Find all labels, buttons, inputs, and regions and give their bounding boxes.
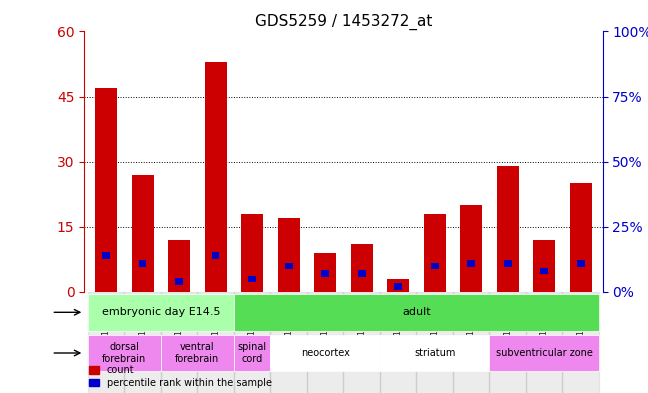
FancyBboxPatch shape <box>270 335 380 371</box>
Bar <box>467 260 475 266</box>
Text: subventricular zone: subventricular zone <box>496 348 593 358</box>
Bar <box>562 292 599 393</box>
Bar <box>88 292 124 393</box>
Bar <box>570 184 592 292</box>
Bar <box>132 175 154 292</box>
FancyBboxPatch shape <box>161 335 234 371</box>
Legend: count, percentile rank within the sample: count, percentile rank within the sample <box>89 365 272 388</box>
Bar <box>424 214 446 292</box>
Bar <box>198 292 234 393</box>
Bar <box>351 244 373 292</box>
Bar <box>168 240 190 292</box>
Bar <box>205 62 227 292</box>
Bar <box>504 260 511 266</box>
Bar <box>533 240 555 292</box>
Bar <box>489 292 526 393</box>
Bar <box>139 260 146 266</box>
Text: ventral
forebrain: ventral forebrain <box>176 342 220 364</box>
Bar <box>388 279 409 292</box>
Bar <box>453 292 489 393</box>
FancyBboxPatch shape <box>234 294 599 331</box>
Text: embryonic day E14.5: embryonic day E14.5 <box>102 307 220 317</box>
Bar <box>417 292 453 393</box>
FancyBboxPatch shape <box>88 335 161 371</box>
FancyBboxPatch shape <box>234 335 270 371</box>
Bar <box>161 292 198 393</box>
Title: GDS5259 / 1453272_at: GDS5259 / 1453272_at <box>255 14 432 30</box>
Bar <box>176 278 183 285</box>
Bar <box>343 292 380 393</box>
Bar <box>212 252 220 259</box>
Bar <box>380 292 417 393</box>
Bar <box>285 263 292 269</box>
Bar <box>358 270 365 277</box>
Bar <box>124 292 161 393</box>
Text: dorsal
forebrain: dorsal forebrain <box>102 342 146 364</box>
Bar <box>102 252 110 259</box>
Bar <box>241 214 263 292</box>
Bar <box>248 275 256 282</box>
Bar <box>321 270 329 277</box>
FancyBboxPatch shape <box>489 335 599 371</box>
Text: spinal
cord: spinal cord <box>238 342 267 364</box>
Text: striatum: striatum <box>414 348 456 358</box>
FancyBboxPatch shape <box>380 335 489 371</box>
Bar <box>460 205 482 292</box>
Bar <box>314 253 336 292</box>
Text: adult: adult <box>402 307 431 317</box>
Bar <box>577 260 584 266</box>
Bar <box>307 292 343 393</box>
Bar <box>540 268 548 274</box>
Bar <box>234 292 270 393</box>
Bar <box>431 263 439 269</box>
Bar <box>497 166 518 292</box>
Bar <box>395 283 402 290</box>
Bar <box>270 292 307 393</box>
Bar <box>95 88 117 292</box>
Bar <box>526 292 562 393</box>
Text: neocortex: neocortex <box>301 348 350 358</box>
Bar <box>278 218 299 292</box>
FancyBboxPatch shape <box>88 294 234 331</box>
